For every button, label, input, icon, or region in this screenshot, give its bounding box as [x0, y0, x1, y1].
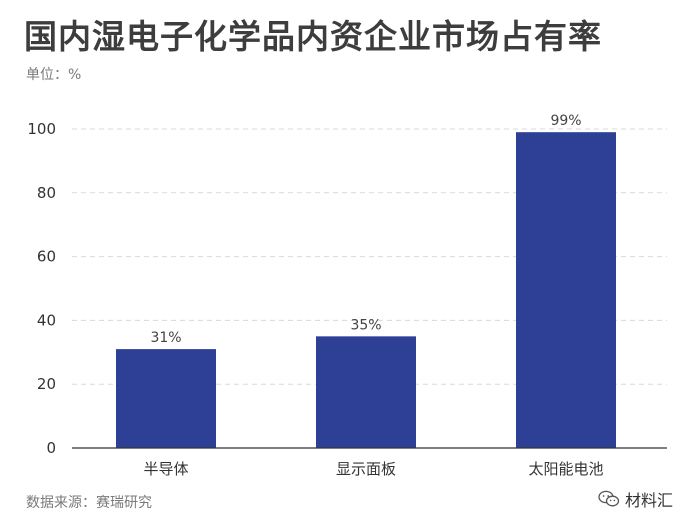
y-tick-label: 80	[37, 184, 56, 202]
category-label: 半导体	[143, 460, 188, 478]
bar-value-label: 31%	[150, 330, 181, 346]
watermark-text: 材料汇	[624, 491, 673, 510]
y-tick-label: 0	[46, 439, 56, 457]
category-labels: 半导体 显示面板 太阳能电池	[143, 460, 603, 478]
bar-value-label: 35%	[350, 317, 381, 333]
wechat-icon	[598, 490, 620, 507]
source-note: 数据来源：赛瑞研究	[26, 495, 152, 511]
y-tick-label: 20	[37, 375, 56, 393]
unit-label: 单位：%	[26, 67, 82, 83]
y-tick-label: 100	[27, 120, 56, 138]
watermark: 材料汇	[598, 487, 673, 511]
bar	[316, 336, 416, 448]
bar-value-label: 99%	[550, 113, 581, 129]
bars	[116, 132, 616, 448]
y-tick-label: 60	[37, 248, 56, 266]
chart-title: 国内湿电子化学品内资企业市场占有率	[24, 17, 602, 56]
category-label: 显示面板	[336, 460, 396, 478]
bar	[116, 349, 216, 448]
y-tick-label: 40	[37, 311, 56, 329]
bar	[516, 132, 616, 448]
y-axis-ticks: 0 20 40 60 80 100	[27, 120, 56, 457]
value-labels: 31% 35% 99%	[150, 113, 581, 346]
category-label: 太阳能电池	[528, 460, 603, 478]
